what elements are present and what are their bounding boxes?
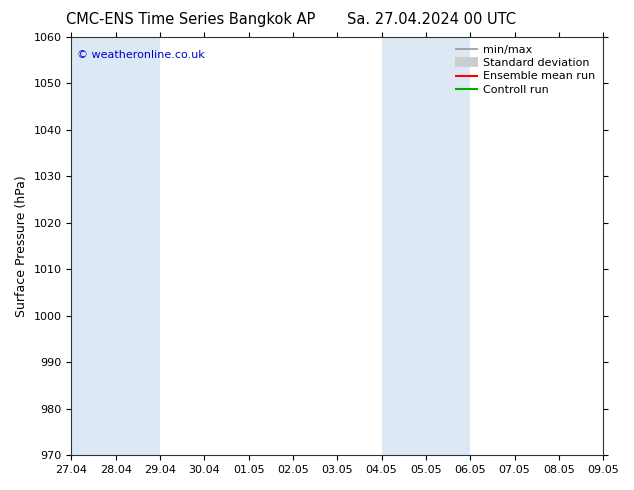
- Text: Sa. 27.04.2024 00 UTC: Sa. 27.04.2024 00 UTC: [347, 12, 515, 27]
- Bar: [72, 37, 160, 455]
- Text: CMC-ENS Time Series Bangkok AP: CMC-ENS Time Series Bangkok AP: [65, 12, 315, 27]
- Legend: min/max, Standard deviation, Ensemble mean run, Controll run: min/max, Standard deviation, Ensemble me…: [451, 40, 600, 99]
- Bar: [382, 37, 470, 455]
- Text: © weatheronline.co.uk: © weatheronline.co.uk: [77, 49, 205, 60]
- Y-axis label: Surface Pressure (hPa): Surface Pressure (hPa): [15, 175, 28, 317]
